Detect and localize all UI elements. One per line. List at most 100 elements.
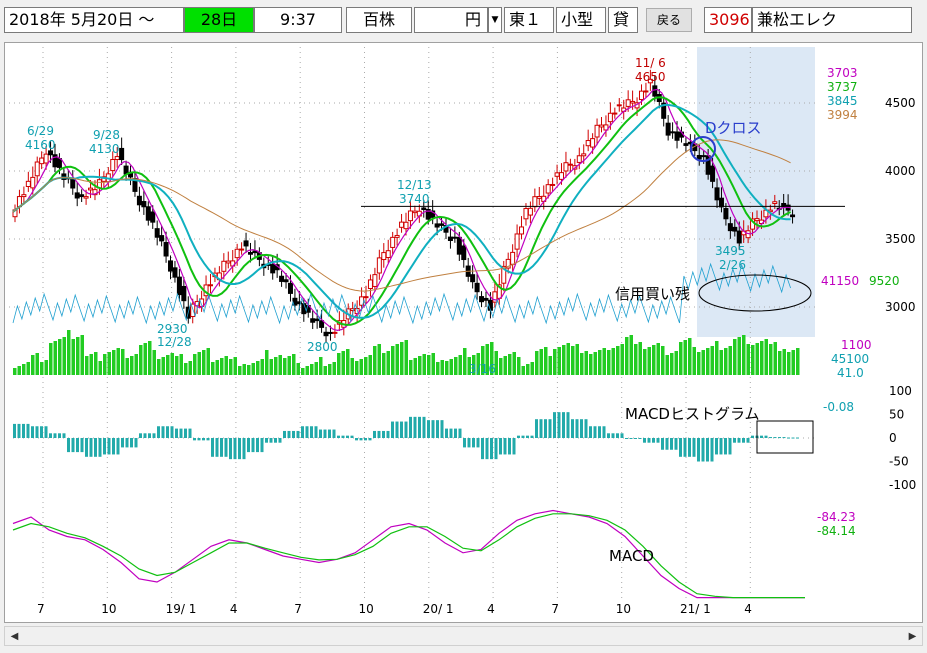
high2-val: 4130 <box>89 142 120 156</box>
macd-histogram <box>13 412 799 462</box>
volume-bar <box>445 361 449 375</box>
volume-bar <box>589 354 593 375</box>
volume-bar <box>580 353 584 375</box>
candle-body <box>234 248 240 259</box>
candle-body <box>208 284 213 287</box>
volume-bar <box>71 339 75 375</box>
market-field: 東１ <box>504 7 554 33</box>
candle-body <box>25 180 31 188</box>
volume-bar <box>215 360 219 375</box>
candle-body <box>603 124 609 131</box>
volume-bar <box>661 346 665 375</box>
volume-bar <box>796 348 800 375</box>
volume-bar <box>593 352 597 375</box>
volume-bar <box>719 350 723 375</box>
candle-body <box>421 207 427 210</box>
hist-bar <box>409 416 412 438</box>
volume-bar <box>620 344 624 375</box>
candle-body <box>390 236 396 248</box>
currency-select[interactable]: 円 <box>414 7 488 33</box>
candle-body <box>567 163 573 166</box>
volume-bar <box>121 349 125 375</box>
hist-bar <box>197 438 201 441</box>
volume-bar <box>395 344 399 375</box>
volume-bar <box>206 348 210 375</box>
candle-body <box>296 301 302 305</box>
macd-label: MACD <box>609 547 654 565</box>
hist-bar <box>103 438 106 455</box>
x-tick-label: 21/ 1 <box>680 602 711 616</box>
hist-bar <box>616 433 619 438</box>
candle-body <box>510 251 516 265</box>
hist-bar <box>89 438 93 457</box>
candle-body <box>501 265 507 284</box>
chevron-down-icon[interactable]: ▼ <box>488 7 502 33</box>
hist-bar <box>323 429 327 438</box>
hist-bar <box>256 438 259 453</box>
candle-body <box>625 99 631 107</box>
scroll-right-icon[interactable]: ▶ <box>904 628 921 645</box>
volume-bar <box>692 347 696 375</box>
hist-bar <box>634 438 637 439</box>
volume-bar <box>337 353 341 375</box>
volume-bar <box>598 350 602 375</box>
hist-bar <box>422 416 426 438</box>
hist-bar <box>319 429 322 438</box>
hist-bar <box>490 438 493 460</box>
scroll-left-icon[interactable]: ◀ <box>6 628 23 645</box>
chart-area[interactable]: 7 10 19/ 1 4 7 10 20/ 1 4 7 10 21/ 1 4 3000 3500 4000 4… <box>4 42 923 623</box>
volume-bar <box>728 346 732 375</box>
hist-bar <box>94 438 97 457</box>
volume-bar <box>323 366 327 375</box>
code-field[interactable]: 3096 <box>704 7 752 33</box>
date-field[interactable]: 2018年 5月20日 ～ <box>4 7 184 33</box>
high2-date: 9/28 <box>93 128 120 142</box>
candle-body <box>456 236 462 255</box>
candle-body <box>696 154 702 160</box>
hist-bar <box>449 428 453 438</box>
hist-bar <box>287 430 291 438</box>
time-field: 9:37 <box>254 7 342 33</box>
volume-bar <box>791 350 795 375</box>
hist-bar <box>215 438 219 457</box>
volume-bar <box>49 343 53 375</box>
hist-bar <box>760 435 763 438</box>
volume-bar <box>211 362 215 375</box>
hist-bar <box>386 430 390 438</box>
volume-bar <box>773 342 777 375</box>
candle-body <box>70 179 76 189</box>
x-tick-label: 20/ 1 <box>423 602 454 616</box>
volume-bar <box>566 343 570 375</box>
volume-bar <box>332 362 336 375</box>
hist-bar <box>584 419 588 438</box>
hist-bar <box>53 433 57 438</box>
candle-body <box>563 162 569 172</box>
candle-body <box>674 131 680 141</box>
horizontal-scrollbar[interactable]: ◀ ▶ <box>4 626 923 646</box>
volume-bar <box>89 354 93 375</box>
back-button[interactable]: 戻る <box>646 8 692 32</box>
volume-bar <box>62 337 66 375</box>
volume-bar <box>440 360 444 375</box>
low4-date: 2/26 <box>719 258 746 272</box>
hist-bar <box>499 438 502 455</box>
hist-bar <box>503 438 507 455</box>
candle-body <box>225 260 231 264</box>
hist-bar <box>476 438 480 448</box>
volume-bar <box>202 350 206 375</box>
volume-bar <box>305 366 309 375</box>
macd-a-value: -84.23 <box>817 510 856 524</box>
candle-body <box>519 226 525 235</box>
hist-bar <box>139 433 142 438</box>
candle-body <box>727 223 733 232</box>
candle-body <box>283 279 289 283</box>
candle-body <box>154 228 160 238</box>
candle-body <box>79 194 85 198</box>
ma1-value: 3703 <box>827 66 858 80</box>
period-field[interactable]: 28日 <box>184 7 254 33</box>
hist-bar <box>557 412 561 438</box>
candle-body <box>710 165 716 182</box>
candle-body <box>479 296 485 303</box>
peak-date: 11/ 6 <box>635 56 666 70</box>
hist-bar <box>688 438 691 457</box>
